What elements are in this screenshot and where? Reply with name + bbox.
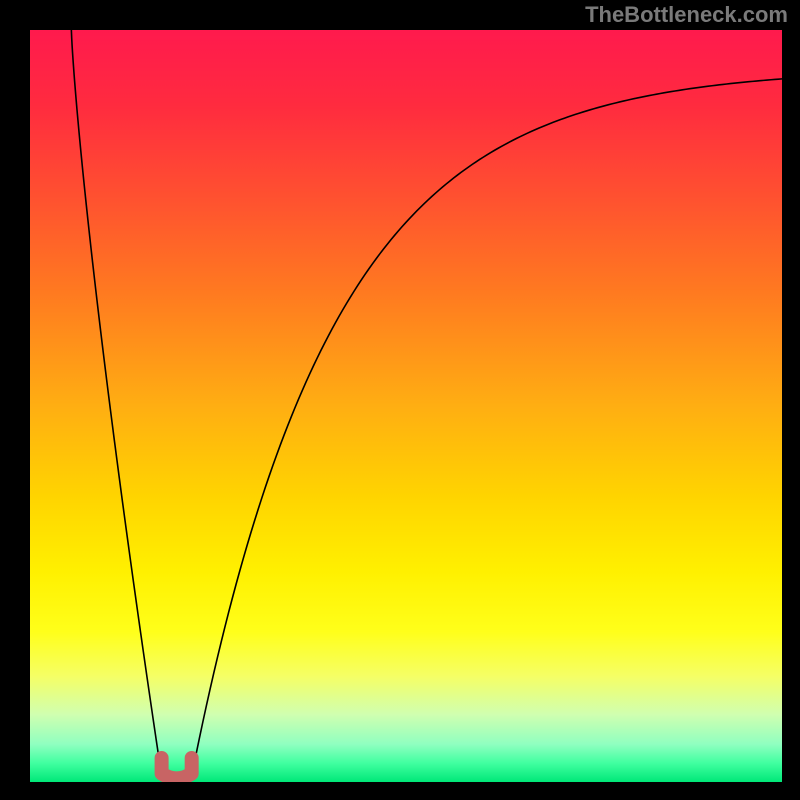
plot-area [30,30,782,782]
chart-container: TheBottleneck.com [0,0,800,800]
gradient-background [30,30,782,782]
source-watermark: TheBottleneck.com [585,2,788,28]
